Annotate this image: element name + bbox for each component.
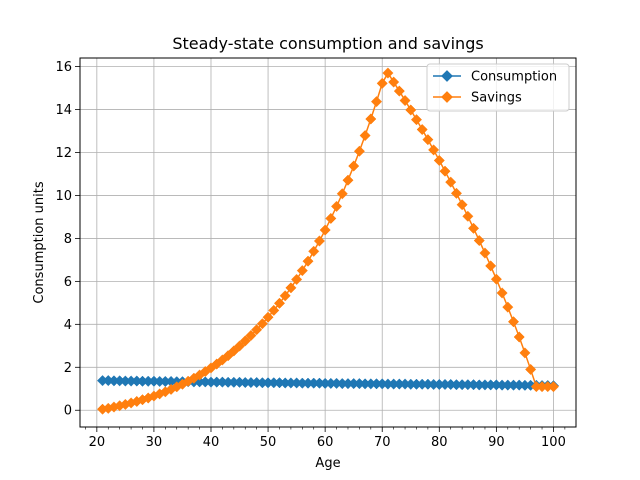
- series-layer: [96, 67, 560, 415]
- savings-point: [262, 311, 274, 323]
- x-tick-label: 20: [89, 435, 106, 450]
- savings-point: [365, 113, 377, 125]
- savings-point: [547, 381, 560, 393]
- y-tick-label: 16: [55, 60, 72, 75]
- savings-point: [405, 104, 417, 116]
- savings-point: [336, 188, 348, 200]
- y-axis-label: Consumption units: [32, 181, 47, 303]
- savings-point: [450, 187, 462, 199]
- savings-point: [525, 363, 537, 375]
- savings-point: [291, 273, 303, 285]
- savings-point: [399, 94, 411, 107]
- savings-point: [467, 222, 480, 234]
- y-tick-label: 4: [64, 318, 72, 333]
- chart-title: Steady-state consumption and savings: [172, 34, 483, 53]
- x-axis-label: Age: [315, 456, 340, 471]
- savings-point: [313, 235, 325, 247]
- savings-point: [479, 247, 491, 259]
- savings-point: [502, 301, 514, 313]
- x-tick-label: 40: [203, 435, 220, 450]
- legend-consumption-label: Consumption: [471, 70, 557, 85]
- ticks: 20 30 40 50 60 70 80 90 100 0 2 4 6 8 10 12 14 16: [55, 60, 565, 450]
- savings-point: [370, 96, 383, 108]
- savings-point: [325, 212, 337, 224]
- y-tick-label: 8: [64, 232, 72, 247]
- y-tick-label: 12: [55, 146, 72, 161]
- savings-point: [353, 145, 365, 157]
- savings-point: [456, 199, 468, 211]
- y-tick-label: 10: [55, 189, 72, 204]
- savings-point: [416, 123, 428, 136]
- savings-point: [410, 114, 423, 126]
- savings-point: [268, 304, 280, 316]
- x-tick-label: 80: [431, 435, 448, 450]
- savings-point: [279, 290, 291, 302]
- savings-point: [376, 77, 388, 89]
- savings-point: [388, 76, 400, 88]
- legend: Consumption Savings: [426, 63, 570, 112]
- savings-point: [485, 260, 497, 272]
- x-tick-label: 30: [146, 435, 163, 450]
- plot-frame: [79, 57, 577, 428]
- savings-point: [473, 235, 485, 247]
- savings-point: [439, 165, 451, 177]
- savings-point: [285, 282, 297, 294]
- savings-point: [233, 340, 246, 352]
- grid: [80, 58, 576, 427]
- savings-point: [273, 297, 286, 309]
- savings-point: [251, 324, 263, 336]
- savings-point: [433, 154, 445, 167]
- y-tick-label: 2: [64, 361, 72, 376]
- savings-point: [519, 347, 531, 359]
- savings-point: [496, 287, 508, 299]
- savings-point: [245, 329, 257, 342]
- y-tick-label: 14: [55, 103, 72, 118]
- plot-area: [80, 58, 576, 427]
- savings-point: [342, 174, 354, 186]
- savings-point: [359, 129, 371, 142]
- savings-point: [422, 134, 434, 146]
- savings-point: [507, 316, 520, 328]
- y-tick-label: 6: [64, 275, 72, 290]
- x-tick-label: 60: [317, 435, 334, 450]
- savings-point: [331, 200, 343, 212]
- x-tick-label: 70: [374, 435, 391, 450]
- savings-point: [445, 176, 457, 188]
- x-tick-label: 50: [260, 435, 277, 450]
- savings-point: [490, 273, 502, 285]
- savings-point: [513, 331, 525, 343]
- legend-consumption-marker: [441, 70, 453, 82]
- savings-point: [382, 67, 394, 79]
- legend-savings-marker: [441, 91, 453, 103]
- x-tick-label: 100: [541, 435, 566, 450]
- y-tick-label: 0: [64, 404, 72, 419]
- savings-point: [308, 245, 320, 257]
- savings-point: [393, 85, 405, 97]
- x-tick-label: 90: [488, 435, 505, 450]
- savings-point: [302, 255, 314, 267]
- legend-box: [426, 63, 570, 112]
- savings-point: [348, 160, 360, 172]
- savings-point: [462, 210, 474, 222]
- savings-point: [296, 265, 308, 277]
- legend-savings-label: Savings: [471, 91, 522, 106]
- savings-point: [239, 335, 251, 347]
- savings-point: [428, 144, 440, 156]
- savings-point: [256, 318, 268, 330]
- savings-point: [319, 224, 331, 236]
